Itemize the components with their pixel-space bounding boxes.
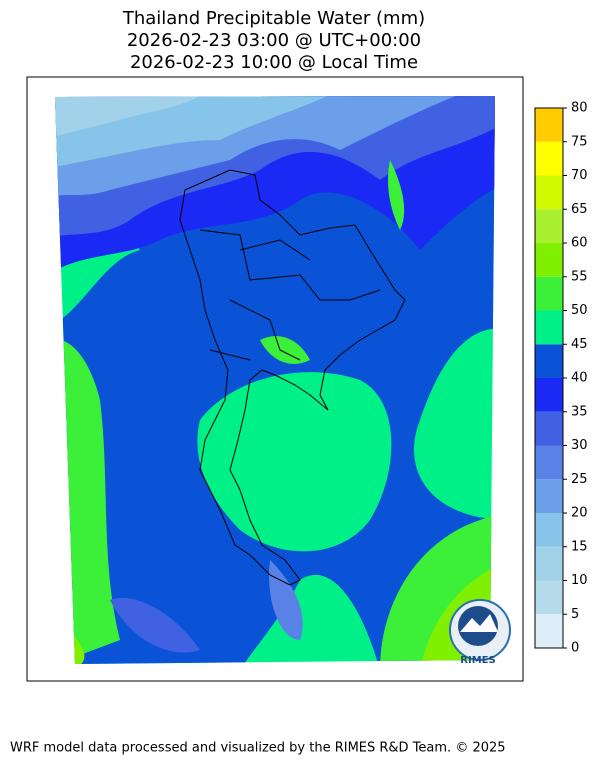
field bbox=[55, 96, 495, 664]
footer-text: WRF model data processed and visualized … bbox=[10, 741, 506, 756]
colorbar-bin bbox=[535, 614, 563, 648]
colorbar-bin bbox=[535, 276, 563, 311]
colorbar-tick-label: 25 bbox=[571, 472, 588, 487]
colorbar-bin bbox=[535, 479, 563, 513]
colorbar-bin bbox=[535, 175, 563, 210]
colorbar-bin bbox=[535, 546, 563, 581]
colorbar-tick-label: 65 bbox=[571, 202, 588, 217]
colorbar-tick-label: 70 bbox=[571, 168, 588, 183]
colorbar-tick-label: 45 bbox=[571, 337, 588, 352]
map: RIMES bbox=[26, 76, 524, 682]
logo: RIMES bbox=[449, 599, 511, 666]
colorbar-bin bbox=[535, 243, 563, 277]
colorbar-tick-label: 0 bbox=[571, 641, 579, 656]
colorbar-tick-label: 5 bbox=[571, 607, 579, 622]
colorbar: 0 5 10 15 20 25 30 35 40 45 50 55 60 65 70 75 80 bbox=[534, 101, 588, 656]
colorbar-tick-label: 55 bbox=[571, 269, 588, 284]
colorbar-tick-label: 20 bbox=[571, 506, 588, 521]
country-borders bbox=[179, 169, 406, 586]
colorbar-tick-label: 10 bbox=[571, 573, 588, 588]
colorbar-bin bbox=[535, 513, 563, 547]
colorbar-bin bbox=[535, 141, 563, 176]
colorbar-tick-label: 80 bbox=[571, 101, 588, 116]
colorbar-bin bbox=[535, 344, 563, 378]
colorbar-bin bbox=[535, 108, 563, 142]
title-line: 2026-02-23 10:00 @ Local Time bbox=[130, 52, 418, 73]
colorbar-tick-label: 40 bbox=[571, 371, 588, 386]
title-line: Thailand Precipitable Water (mm) bbox=[122, 8, 425, 29]
colorbar-tick-label: 15 bbox=[571, 539, 588, 554]
colorbar-tick-label: 75 bbox=[571, 134, 588, 149]
colorbar-tick-label: 30 bbox=[571, 438, 588, 453]
colorbar-tick-label: 50 bbox=[571, 303, 588, 318]
title-line: 2026-02-23 03:00 @ UTC+00:00 bbox=[127, 30, 421, 51]
logo-text: RIMES bbox=[460, 655, 495, 666]
colorbar-bin bbox=[535, 580, 563, 615]
colorbar-tick-label: 60 bbox=[571, 236, 588, 251]
colorbar-tick-label: 35 bbox=[571, 404, 588, 419]
colorbar-bin bbox=[535, 209, 563, 243]
colorbar-bin bbox=[535, 411, 563, 446]
colorbar-bin bbox=[535, 310, 563, 345]
colorbar-bin bbox=[535, 378, 563, 412]
colorbar-bin bbox=[535, 445, 563, 480]
